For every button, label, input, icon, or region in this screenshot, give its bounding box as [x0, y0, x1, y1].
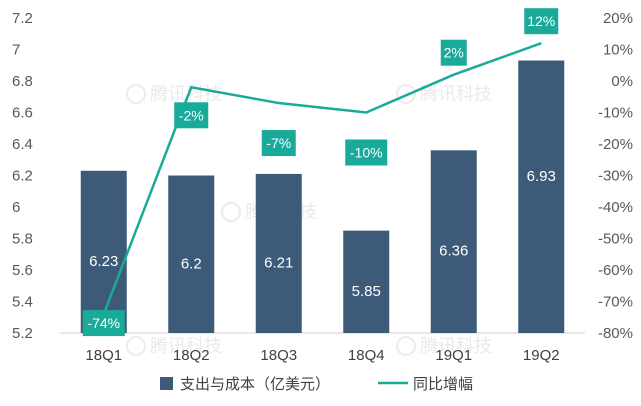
bar [255, 173, 302, 333]
bar-data-label: 6.93 [527, 168, 556, 185]
legend-label-line: 同比增幅 [413, 376, 473, 393]
bar-data-label: 5.85 [352, 283, 381, 300]
left-axis-tick: 5.8 [12, 231, 33, 248]
right-axis-tick: -80% [598, 325, 633, 342]
line-point-label-box [345, 139, 388, 166]
right-axis-tick: 10% [603, 42, 633, 59]
line-point-label: -10% [350, 145, 383, 161]
line-point-label: -2% [179, 107, 204, 123]
line-point-label: 2% [444, 45, 464, 61]
watermark: 腾讯科技 [150, 336, 222, 356]
bar [80, 170, 127, 333]
line-point-label-box [261, 130, 296, 157]
right-axis-tick: 20% [603, 10, 633, 27]
watermark-logo-icon [221, 202, 241, 222]
line-point-label: 12% [527, 13, 555, 29]
left-axis-tick: 5.4 [12, 294, 33, 311]
watermark-logo-icon [126, 84, 146, 104]
right-axis-tick: 0% [611, 73, 633, 90]
legend-label-bar: 支出与成本（亿美元） [180, 376, 330, 393]
category-label: 19Q2 [523, 347, 560, 364]
watermark: 腾讯科技 [420, 84, 492, 104]
left-axis-tick: 6.2 [12, 168, 33, 185]
line-point-label: -74% [87, 315, 120, 331]
legend-swatch-bar [160, 377, 173, 390]
line-point-label-box [524, 8, 559, 35]
line-point-label-box [440, 39, 467, 66]
watermark-logo-icon [396, 336, 416, 356]
bar [343, 230, 390, 333]
right-axis-tick: -70% [598, 294, 633, 311]
line-point-label: -7% [266, 135, 291, 151]
right-axis-tick: -60% [598, 262, 633, 279]
watermark-logo-icon [396, 84, 416, 104]
bar-data-label: 6.2 [181, 255, 202, 272]
category-label: 19Q1 [435, 347, 472, 364]
right-axis-tick: -20% [598, 136, 633, 153]
category-label: 18Q2 [173, 347, 210, 364]
bar [518, 60, 565, 334]
bar-data-label: 6.36 [439, 243, 468, 260]
bar [430, 150, 477, 333]
category-label: 18Q1 [85, 347, 122, 364]
category-label: 18Q4 [348, 347, 385, 364]
left-axis-tick: 6 [12, 199, 20, 216]
left-axis-tick: 6.8 [12, 73, 33, 90]
left-axis-tick: 7.2 [12, 10, 33, 27]
right-axis-tick: -40% [598, 199, 633, 216]
watermark: 腾讯科技 [420, 336, 492, 356]
left-axis-tick: 6.4 [12, 136, 33, 153]
bar-data-label: 6.21 [264, 254, 293, 271]
watermark-logo-icon [126, 336, 146, 356]
bar [168, 175, 215, 333]
left-axis-tick: 7 [12, 42, 20, 59]
left-axis-tick: 5.2 [12, 325, 33, 342]
line-point-label-box [82, 310, 125, 337]
right-axis-tick: -50% [598, 231, 633, 248]
left-axis-tick: 5.6 [12, 262, 33, 279]
right-axis-tick: -30% [598, 168, 633, 185]
bar-data-label: 6.23 [89, 253, 118, 270]
left-axis-tick: 6.6 [12, 105, 33, 122]
line-point-label-box [174, 102, 209, 129]
category-label: 18Q3 [260, 347, 297, 364]
right-axis-tick: -10% [598, 105, 633, 122]
